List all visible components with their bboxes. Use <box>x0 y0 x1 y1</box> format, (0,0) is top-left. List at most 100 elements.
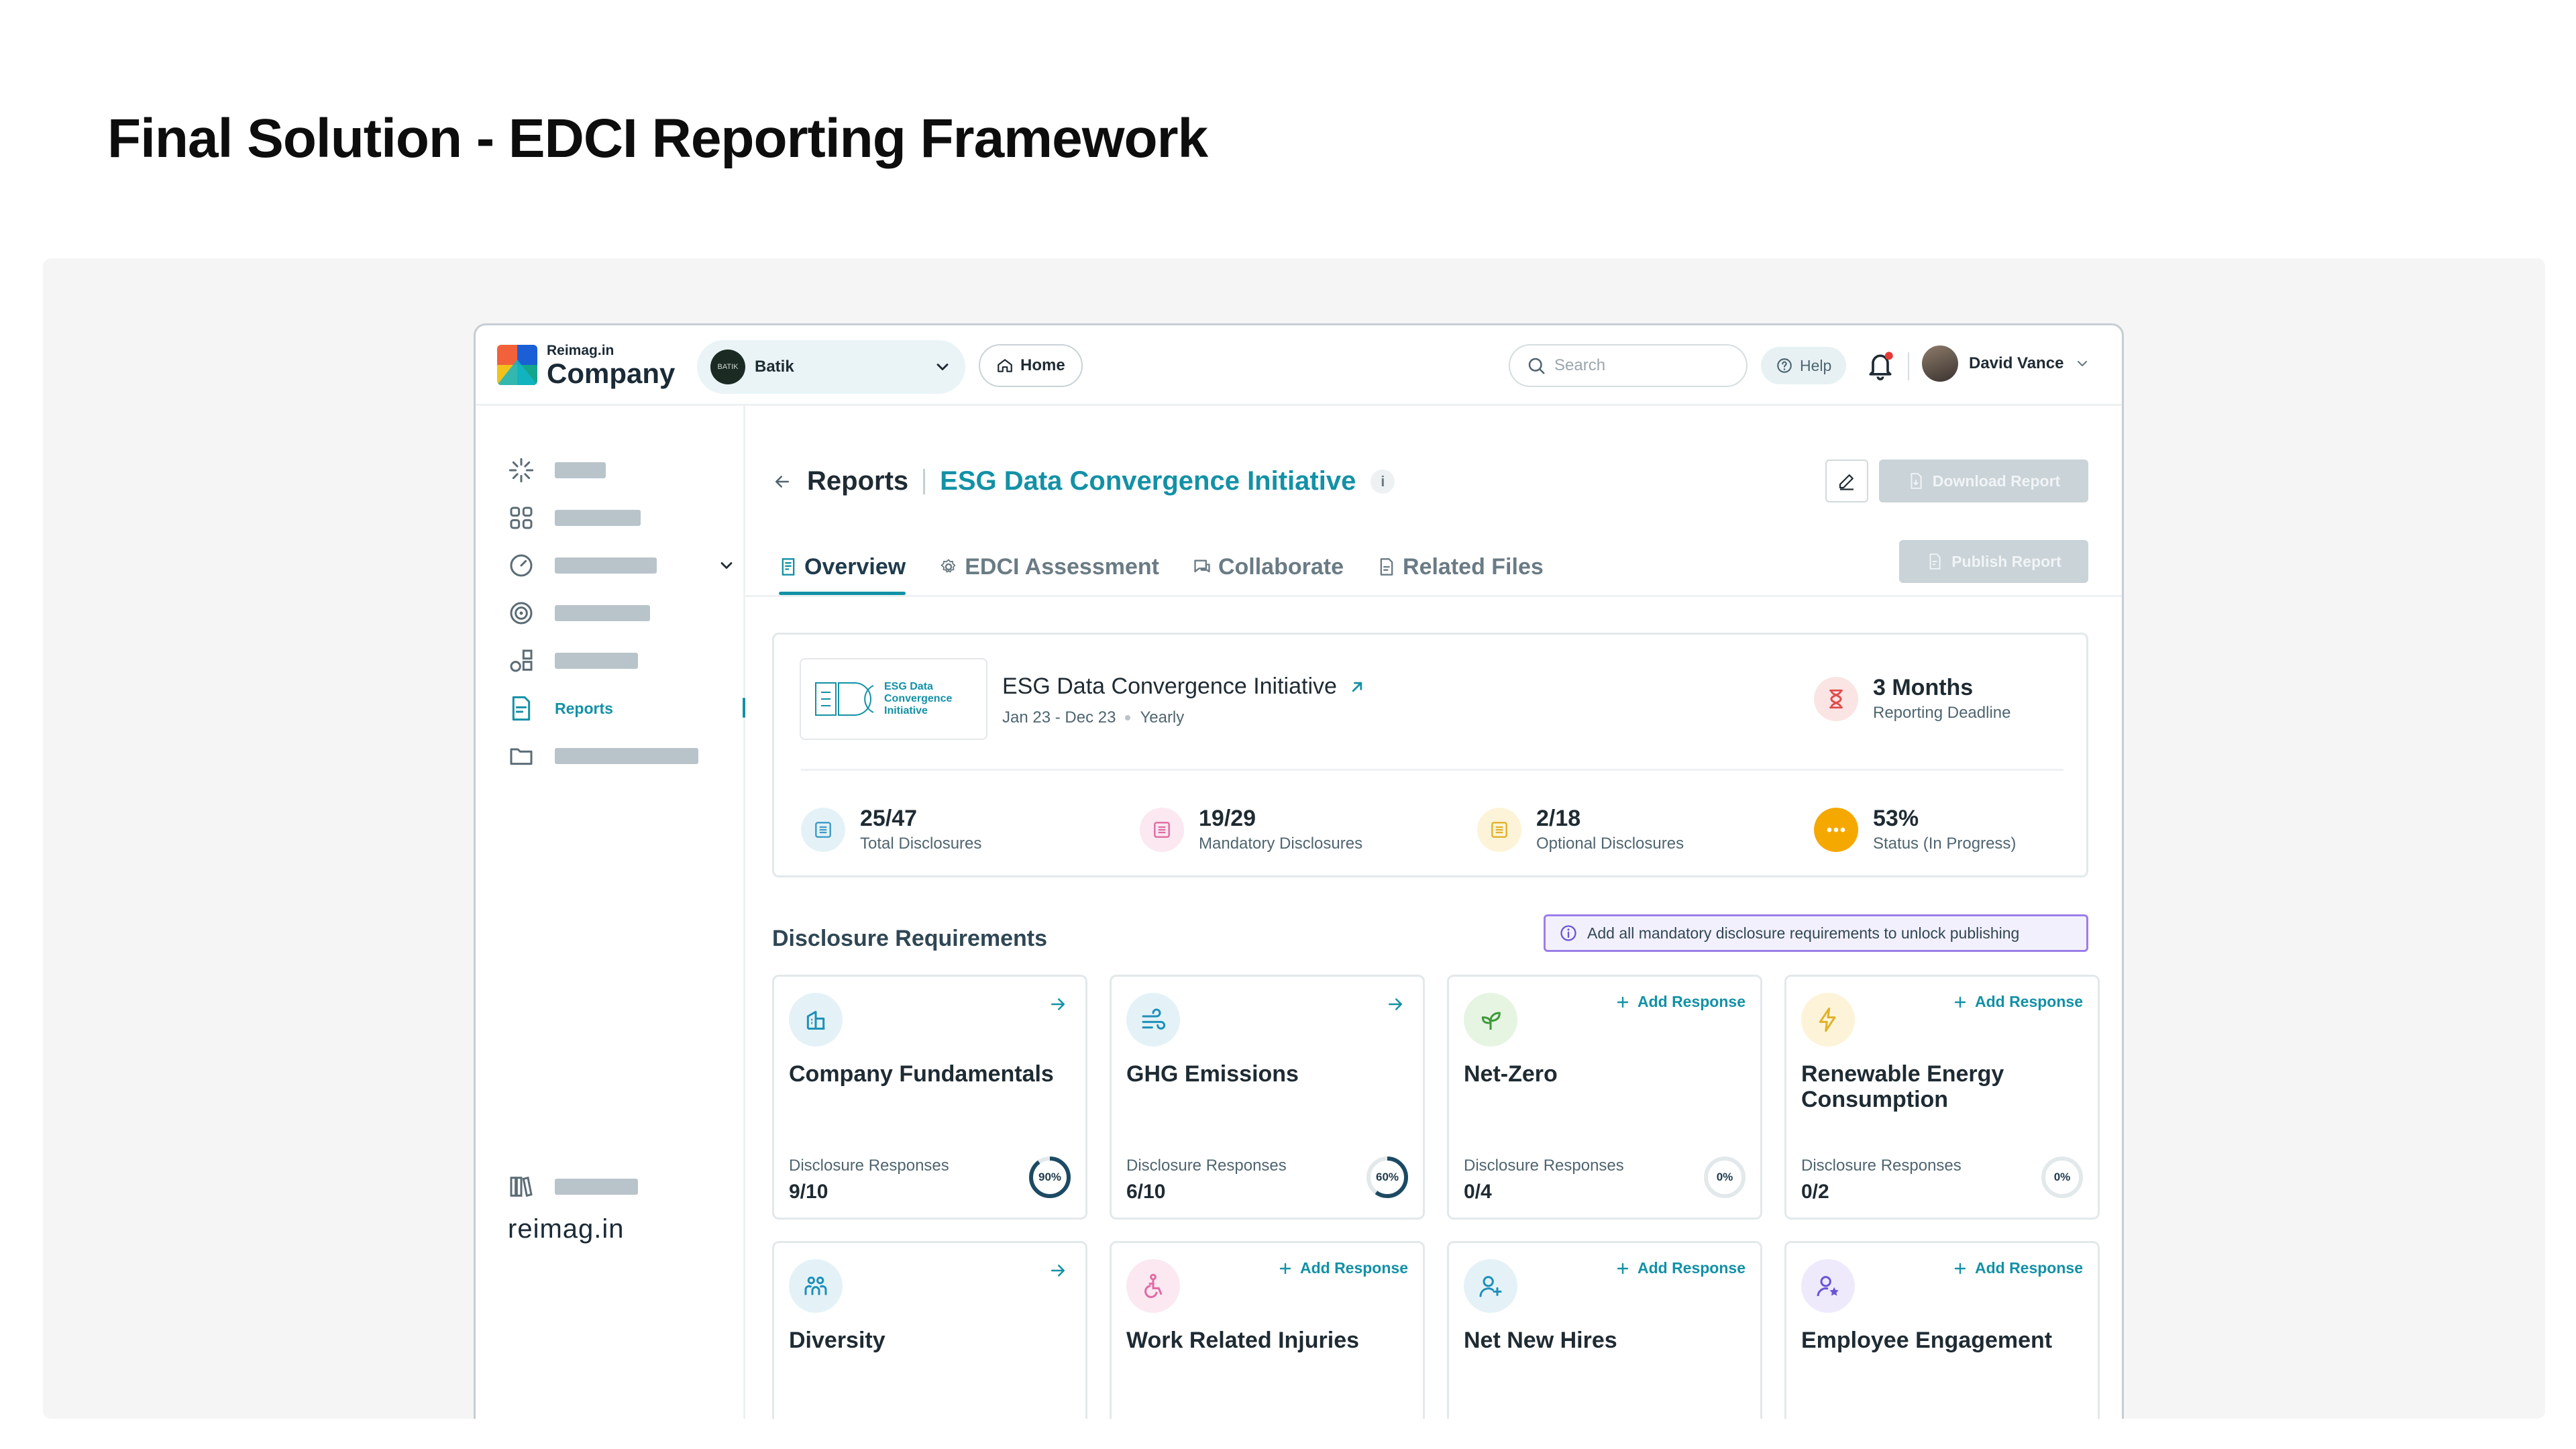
stat-mandatory-disclosures: 19/29 Mandatory Disclosures <box>1140 806 1362 853</box>
stat-value: 19/29 <box>1199 806 1256 831</box>
help-icon <box>1777 358 1792 373</box>
report-name: ESG Data Convergence Initiative <box>1002 674 1337 699</box>
tab-bar: Overview EDCI Assessment Collaborate Rel… <box>779 540 1544 595</box>
sidebar-label-placeholder <box>555 1179 638 1195</box>
report-name-link[interactable]: ESG Data Convergence Initiative <box>1002 674 1366 700</box>
brand-mark-icon <box>497 345 537 385</box>
sidebar-item-7[interactable] <box>508 740 698 772</box>
tabs-divider <box>745 595 2122 597</box>
section-title: Disclosure Requirements <box>772 926 1048 951</box>
preview-stage: Reimag.in Company BATIK Batik Home Searc… <box>43 258 2545 1419</box>
breadcrumb-root[interactable]: Reports <box>807 466 909 496</box>
requirement-card[interactable]: Add Response Net-Zero Disclosure Responses… <box>1447 975 1762 1220</box>
requirement-card[interactable]: Add Response Renewable Energy Consumption… <box>1784 975 2100 1220</box>
file-icon <box>1380 558 1393 576</box>
sidebar-label-placeholder <box>555 748 698 764</box>
back-arrow-icon[interactable] <box>772 472 792 492</box>
sidebar-item-1[interactable] <box>508 454 606 486</box>
user-menu[interactable]: David Vance <box>1922 345 2090 382</box>
people-icon <box>789 1259 843 1313</box>
sparkle-icon <box>508 458 534 483</box>
user-star-icon <box>1801 1259 1855 1313</box>
active-indicator <box>743 698 745 718</box>
shapes-icon <box>510 649 533 672</box>
stat-label: Mandatory Disclosures <box>1199 835 1363 853</box>
folder-icon <box>510 748 533 765</box>
tab-collaborate[interactable]: Collaborate <box>1193 540 1344 594</box>
target-icon <box>510 602 533 625</box>
responses-label: Disclosure Responses <box>789 1157 949 1175</box>
tab-label: EDCI Assessment <box>965 553 1159 580</box>
avatar <box>1922 345 1958 382</box>
sidebar-item-2[interactable] <box>508 502 641 534</box>
card-title: Employee Engagement <box>1801 1328 2053 1353</box>
search-placeholder: Search <box>1554 356 1606 374</box>
progress-percent: 90% <box>1038 1171 1062 1183</box>
add-response-button[interactable]: Add Response <box>1277 1259 1408 1277</box>
home-label: Home <box>1020 356 1065 374</box>
tab-edci-assessment[interactable]: EDCI Assessment <box>939 540 1159 594</box>
arrow-right-icon[interactable] <box>1048 994 1068 1018</box>
notification-bell-icon[interactable] <box>1866 350 1895 382</box>
report-meta: Jan 23 - Dec 23 Yearly <box>1002 708 1184 727</box>
requirement-card[interactable]: Diversity <box>772 1241 1087 1419</box>
arrow-right-icon[interactable] <box>1385 994 1405 1018</box>
brand-small: Reimag.in <box>547 343 614 358</box>
tab-label: Overview <box>804 553 906 580</box>
add-response-button[interactable]: Add Response <box>1615 993 1746 1011</box>
search-input[interactable]: Search <box>1509 344 1748 387</box>
progress-ring <box>1029 1157 1071 1198</box>
user-name: David Vance <box>1969 354 2064 372</box>
sidebar: Reports reimag.in <box>476 406 745 1419</box>
requirement-card[interactable]: Add Response Work Related Injuries <box>1110 1241 1425 1419</box>
wind-icon <box>1126 993 1180 1046</box>
info-icon[interactable]: i <box>1371 469 1395 494</box>
requirement-card[interactable]: Company Fundamentals Disclosure Responses… <box>772 975 1087 1220</box>
edit-button[interactable] <box>1825 460 1868 502</box>
sidebar-item-library[interactable] <box>508 1171 638 1203</box>
report-period: Jan 23 - Dec 23 <box>1002 708 1116 727</box>
building-icon <box>789 993 843 1046</box>
tab-overview[interactable]: Overview <box>779 540 906 595</box>
add-response-button[interactable]: Add Response <box>1952 993 2083 1011</box>
stat-value: 53% <box>1873 806 1919 831</box>
download-report-button[interactable]: Download Report <box>1879 460 2088 502</box>
requirement-card[interactable]: Add Response Net New Hires <box>1447 1241 1762 1419</box>
arrow-right-icon[interactable] <box>1048 1260 1068 1284</box>
workspace-selector[interactable]: BATIK Batik <box>697 340 965 394</box>
card-title: Diversity <box>789 1328 885 1353</box>
stat-value: 25/47 <box>860 806 918 831</box>
add-response-button[interactable]: Add Response <box>1952 1259 2083 1277</box>
add-response-label: Add Response <box>1637 1259 1746 1277</box>
sidebar-item-4[interactable] <box>508 597 650 629</box>
app-window: Reimag.in Company BATIK Batik Home Searc… <box>474 323 2124 1419</box>
summary-divider <box>801 769 2063 771</box>
logo-text-line: ESG Data <box>884 681 933 692</box>
responses-value: 6/10 <box>1126 1181 1166 1203</box>
workspace-name: Batik <box>755 358 794 376</box>
tab-related-files[interactable]: Related Files <box>1377 540 1544 594</box>
plus-icon <box>1617 996 1629 1008</box>
stat-status: 53% Status (In Progress) <box>1814 806 2016 853</box>
help-button[interactable]: Help <box>1761 347 1847 384</box>
requirement-card[interactable]: GHG Emissions Disclosure Responses 6/10 60% <box>1110 975 1425 1220</box>
requirement-card[interactable]: Add Response Employee Engagement <box>1784 1241 2100 1419</box>
stat-total-disclosures: 25/47 Total Disclosures <box>801 806 981 853</box>
progress-ring <box>1704 1157 1746 1198</box>
sidebar-item-3[interactable] <box>508 549 736 582</box>
stat-label: Status (In Progress) <box>1873 835 2017 853</box>
home-button[interactable]: Home <box>979 344 1083 387</box>
gear-icon <box>941 559 956 573</box>
publish-report-button[interactable]: Publish Report <box>1899 540 2088 583</box>
deadline-stat: 3 Months Reporting Deadline <box>1814 675 2010 722</box>
deadline-value: 3 Months <box>1873 675 1974 700</box>
brand-logo[interactable]: Reimag.in Company <box>497 343 675 388</box>
add-response-button[interactable]: Add Response <box>1615 1259 1746 1277</box>
plus-icon <box>1279 1263 1291 1274</box>
sidebar-item-5[interactable] <box>508 645 638 677</box>
sidebar-item-reports[interactable]: Reports <box>508 692 613 724</box>
stat-label: Total Disclosures <box>860 835 982 853</box>
card-title: Company Fundamentals <box>789 1061 1054 1087</box>
lightning-icon <box>1801 993 1855 1046</box>
list-icon <box>801 807 845 852</box>
